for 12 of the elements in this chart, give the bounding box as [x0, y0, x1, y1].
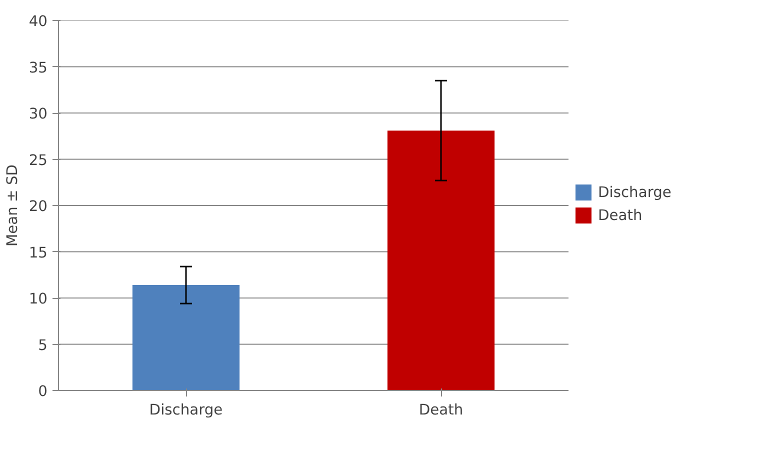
y-tick-label: 35 [28, 59, 48, 76]
y-tick-label: 5 [38, 336, 48, 354]
y-tick-label: 20 [28, 198, 48, 215]
y-axis-title: Mean ± SD [4, 164, 21, 247]
y-tick-label: 40 [28, 13, 48, 30]
y-tick-label: 15 [28, 244, 48, 262]
y-tick-label: 30 [28, 106, 48, 122]
y-tick-label: 10 [28, 290, 48, 308]
y-tick-label: 25 [28, 152, 48, 169]
legend-label: Discharge [598, 184, 672, 200]
legend-label: Death [598, 206, 642, 224]
y-tick-label: 0 [38, 383, 48, 400]
